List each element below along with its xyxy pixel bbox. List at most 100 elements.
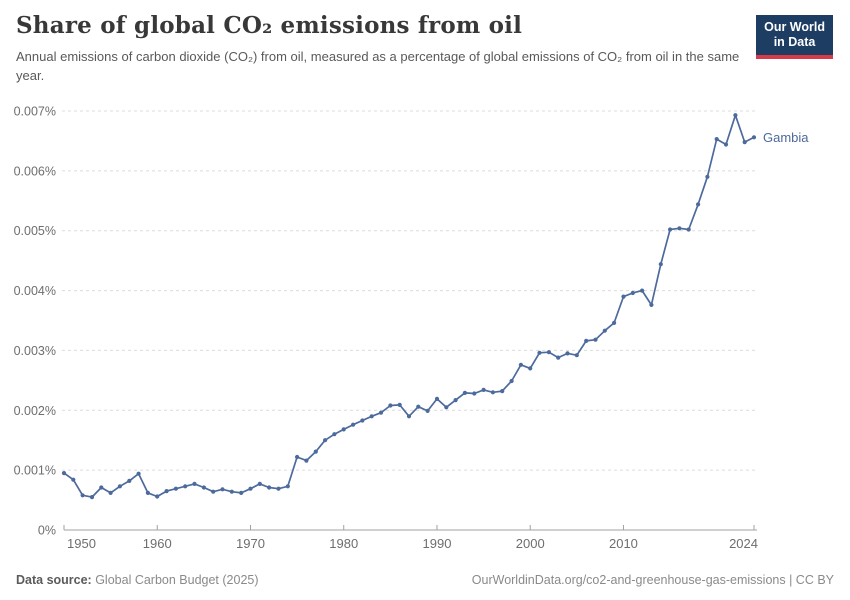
data-point-1986 <box>397 402 402 407</box>
data-point-1999 <box>518 362 524 367</box>
data-point-2011 <box>630 290 635 296</box>
data-point-1973 <box>276 486 281 491</box>
y-tick-label: 0.006% <box>14 164 56 178</box>
y-tick-label: 0.005% <box>14 224 56 238</box>
data-point-2002 <box>546 350 552 355</box>
data-point-1967 <box>220 487 225 492</box>
data-point-1963 <box>183 484 188 489</box>
data-point-1989 <box>425 408 430 413</box>
data-point-1959 <box>145 490 150 495</box>
data-point-1981 <box>351 422 356 427</box>
y-tick-label: 0.007% <box>14 105 56 119</box>
data-point-2024 <box>751 135 757 140</box>
x-tick-label: 1950 <box>67 536 96 551</box>
chart-subtitle: Annual emissions of carbon dioxide (CO₂)… <box>16 49 740 83</box>
data-point-2006 <box>584 338 589 343</box>
footer-link[interactable]: OurWorldinData.org/co2-and-greenhouse-ga… <box>471 573 834 587</box>
data-point-1951 <box>71 477 76 482</box>
data-point-2008 <box>602 328 607 333</box>
entity-label[interactable]: Gambia <box>763 130 809 145</box>
data-point-1997 <box>500 389 505 394</box>
y-tick-label: 0.003% <box>14 344 56 358</box>
data-point-1972 <box>267 485 272 490</box>
data-point-1964 <box>192 481 197 486</box>
chart-header: Share of global CO₂ emissions from oil A… <box>16 12 756 86</box>
data-point-1976 <box>304 458 309 463</box>
y-tick-label: 0.002% <box>14 404 56 418</box>
data-point-2013 <box>649 302 654 307</box>
data-point-1965 <box>201 485 206 490</box>
data-point-1971 <box>257 481 262 486</box>
data-point-2015 <box>668 227 673 232</box>
data-point-1960 <box>155 494 160 499</box>
y-tick-label: 0% <box>38 524 56 538</box>
data-point-1966 <box>211 489 216 494</box>
x-tick-label: 1980 <box>329 536 358 551</box>
data-point-2020 <box>714 137 719 142</box>
owid-logo-line1: Our World <box>764 20 825 34</box>
data-point-2018 <box>696 202 701 207</box>
data-point-1993 <box>462 390 467 395</box>
data-source-value: Global Carbon Budget (2025) <box>91 573 259 587</box>
data-point-2022 <box>733 113 738 118</box>
y-tick-label: 0.001% <box>14 464 56 478</box>
data-point-1977 <box>313 449 318 454</box>
page-title: Share of global CO₂ emissions from oil <box>16 12 523 39</box>
data-point-1978 <box>323 438 328 443</box>
data-point-1985 <box>388 403 393 408</box>
y-tick-label: 0.004% <box>14 284 56 298</box>
data-point-1994 <box>472 391 477 396</box>
data-point-2012 <box>640 288 645 293</box>
data-point-1961 <box>164 489 169 494</box>
data-point-1988 <box>416 404 421 409</box>
data-point-2004 <box>565 351 570 356</box>
data-point-1962 <box>173 486 178 491</box>
data-point-1958 <box>136 471 141 476</box>
data-point-1991 <box>444 405 449 410</box>
data-point-1957 <box>127 478 132 483</box>
data-point-1950 <box>61 471 67 476</box>
data-point-1980 <box>341 427 346 432</box>
x-tick-label: 2000 <box>516 536 545 551</box>
data-point-1954 <box>99 485 104 490</box>
owid-logo-line2: in Data <box>773 35 816 50</box>
data-point-1998 <box>509 378 514 384</box>
data-point-1953 <box>89 495 95 500</box>
data-point-1968 <box>229 489 234 494</box>
x-tick-label: 2010 <box>609 536 638 551</box>
data-point-2021 <box>723 142 729 147</box>
data-point-1983 <box>369 414 374 419</box>
data-point-1975 <box>295 454 300 460</box>
data-point-1952 <box>80 493 85 498</box>
data-point-2010 <box>621 294 626 299</box>
data-point-1955 <box>108 490 113 495</box>
data-point-1969 <box>239 490 244 495</box>
data-point-2017 <box>686 227 691 232</box>
data-point-2016 <box>677 226 682 231</box>
owid-logo: Our World in Data <box>756 15 833 59</box>
data-point-1996 <box>490 390 495 395</box>
data-point-2005 <box>574 353 579 358</box>
data-point-1956 <box>117 484 122 489</box>
data-point-2009 <box>612 320 617 325</box>
chart-footer: Data source: Global Carbon Budget (2025)… <box>16 573 834 587</box>
data-point-1979 <box>332 432 337 437</box>
data-point-2007 <box>593 337 598 342</box>
x-tick-label: 1970 <box>236 536 265 551</box>
data-point-1970 <box>248 486 253 491</box>
data-point-1987 <box>406 414 412 419</box>
data-point-2003 <box>556 355 561 360</box>
data-source: Data source: Global Carbon Budget (2025) <box>16 573 259 587</box>
data-point-2014 <box>658 262 663 267</box>
data-point-1974 <box>285 484 290 489</box>
data-point-1995 <box>481 387 486 392</box>
x-tick-label: 2024 <box>729 536 758 551</box>
data-point-1992 <box>453 398 458 403</box>
data-point-2019 <box>705 174 710 179</box>
x-tick-label: 1960 <box>143 536 172 551</box>
data-point-2001 <box>537 350 542 355</box>
data-point-1984 <box>378 410 384 415</box>
data-point-1982 <box>360 418 365 423</box>
data-point-1990 <box>434 396 440 401</box>
